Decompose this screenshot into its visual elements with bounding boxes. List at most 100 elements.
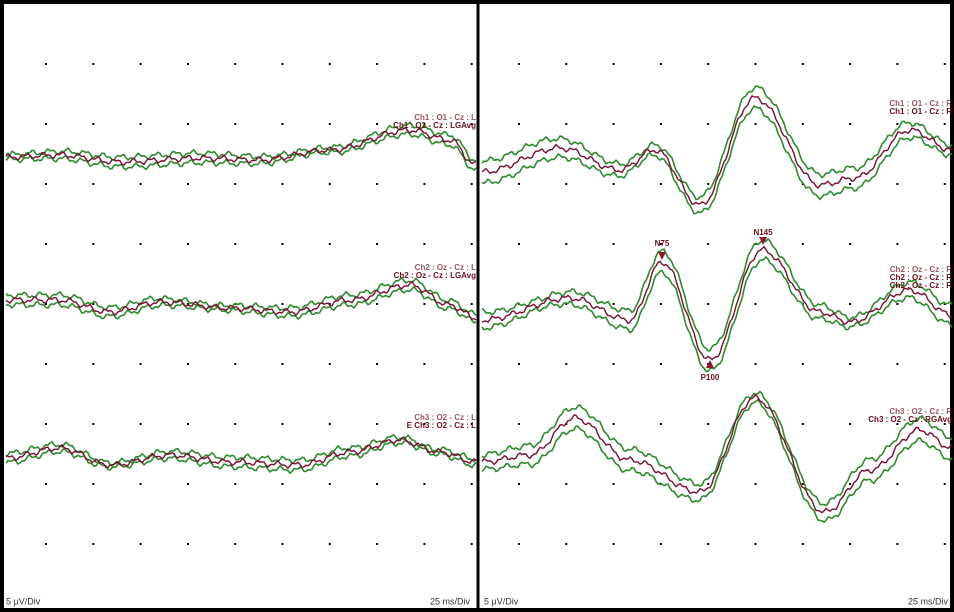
grid-dot	[707, 423, 710, 425]
grid-dot	[376, 183, 379, 185]
grid-dot	[234, 483, 237, 485]
grid-dot	[139, 483, 142, 485]
waveform-trace	[5, 436, 477, 470]
waveform-trace	[481, 390, 953, 507]
grid-dot	[707, 183, 710, 185]
channel-label: Ch2 : Oz - Cz : R	[890, 281, 952, 290]
channel-label: Ch2 : Oz - Cz : R	[890, 265, 952, 274]
grid-dot	[328, 243, 331, 245]
grid-dot	[376, 363, 379, 365]
grid-dot	[754, 303, 757, 305]
channel-label: Ch1 : O1 - Cz : R	[889, 99, 952, 108]
waveform-trace	[481, 398, 953, 524]
grid-dot	[376, 123, 379, 125]
grid-dot	[328, 63, 331, 65]
grid-dot	[896, 423, 899, 425]
grid-dot	[659, 303, 662, 305]
grid-dot	[139, 123, 142, 125]
grid-dot	[92, 423, 95, 425]
grid-dot	[754, 543, 757, 545]
channel-label: Ch3 : O2 - Cz : R	[889, 407, 952, 416]
grid-dot	[943, 303, 946, 305]
time-label: 25 ms/Div	[908, 596, 949, 606]
grid-dot	[659, 543, 662, 545]
grid-dot	[376, 243, 379, 245]
channel-label: E Ch3 : O2 - Cz : L	[407, 421, 476, 430]
grid-dot	[659, 63, 662, 65]
grid-dot	[281, 303, 284, 305]
channel-label: Ch3 : O2 - Cz : RGAvg	[868, 415, 952, 424]
grid-dot	[376, 303, 379, 305]
grid-dot	[470, 183, 473, 185]
grid-dot	[565, 63, 568, 65]
channel-label: Ch1 : O1 - Cz : LGAvg	[393, 121, 476, 130]
grid-dot	[849, 183, 852, 185]
grid-dot	[612, 303, 615, 305]
grid-dot	[139, 243, 142, 245]
waveform-trace	[5, 280, 477, 321]
grid-dot	[659, 123, 662, 125]
grid-dot	[565, 243, 568, 245]
grid-dot	[849, 243, 852, 245]
channel-label: Ch1 : O1 - Cz : R	[889, 107, 952, 116]
grid-dot	[707, 63, 710, 65]
grid-dot	[612, 543, 615, 545]
peak-label: N75	[655, 239, 670, 248]
grid-dot	[943, 243, 946, 245]
grid-dot	[943, 483, 946, 485]
grid-dot	[45, 543, 47, 545]
grid-dot	[45, 423, 47, 425]
waveform-trace	[5, 433, 477, 468]
grid-dot	[281, 543, 284, 545]
grid-dot	[518, 63, 520, 65]
grid-dot	[281, 243, 284, 245]
grid-dot	[612, 483, 615, 485]
grid-dot	[470, 63, 473, 65]
grid-dot	[45, 243, 47, 245]
grid-dot	[612, 243, 615, 245]
grid-dot	[45, 183, 47, 185]
grid-dot	[707, 123, 710, 125]
grid-dot	[234, 123, 237, 125]
grid-dot	[45, 303, 47, 305]
waveform-trace	[481, 237, 953, 352]
grid-dot	[423, 363, 426, 365]
waveform-trace	[5, 285, 477, 324]
grid-dot	[518, 243, 520, 245]
grid-dot	[470, 543, 473, 545]
grid-dot	[565, 483, 568, 485]
grid-dot	[423, 123, 426, 125]
grid-dot	[896, 63, 899, 65]
grid-dot	[849, 543, 852, 545]
grid-dot	[45, 63, 47, 65]
waveform-trace	[5, 276, 477, 317]
grid-dot	[707, 543, 710, 545]
grid-dot	[801, 123, 804, 125]
grid-dot	[186, 183, 189, 185]
grid-dot	[754, 483, 757, 485]
grid-dot	[896, 363, 899, 365]
grid-dot	[754, 423, 757, 425]
grid-dot	[186, 303, 189, 305]
grid-dot	[849, 423, 852, 425]
grid-dot	[281, 363, 284, 365]
grid-dot	[470, 423, 473, 425]
grid-dot	[328, 363, 331, 365]
grid-dot	[896, 543, 899, 545]
grid-dot	[139, 183, 142, 185]
grid-dot	[565, 303, 568, 305]
grid-dot	[612, 423, 615, 425]
waveform-trace	[481, 393, 953, 514]
grid-dot	[518, 543, 520, 545]
grid-dot	[801, 423, 804, 425]
grid-dot	[754, 183, 757, 185]
grid-dot	[801, 363, 804, 365]
grid-dot	[943, 183, 946, 185]
grid-dot	[518, 363, 520, 365]
grid-dot	[659, 243, 662, 245]
channel-label: Ch2 : Oz - Cz : LGAvg	[394, 271, 476, 280]
grid-dot	[470, 123, 473, 125]
grid-dot	[470, 363, 473, 365]
grid-dot	[943, 63, 946, 65]
